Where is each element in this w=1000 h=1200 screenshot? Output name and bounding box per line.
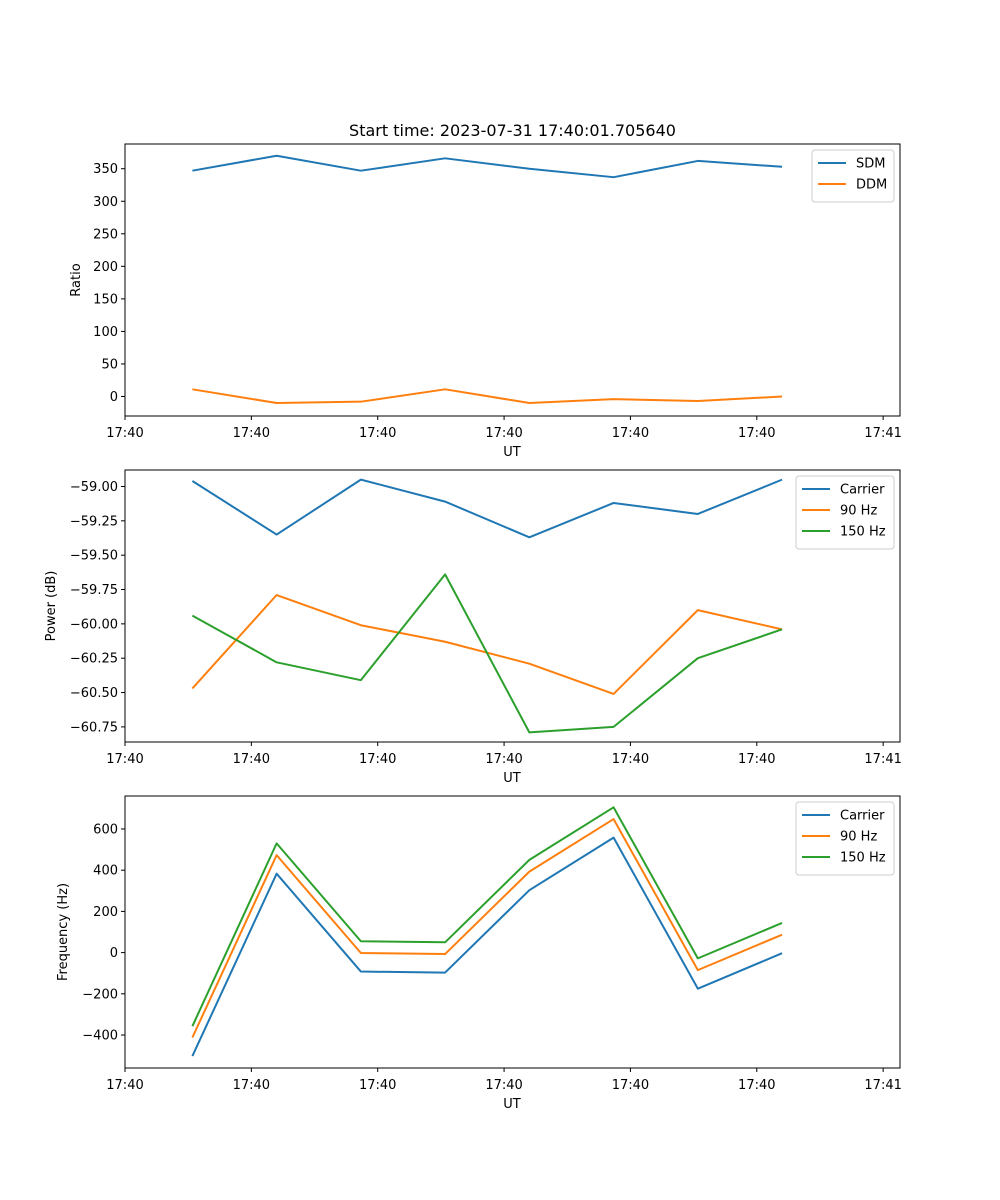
y-axis-label: Ratio: [69, 263, 84, 296]
axes-frame: [124, 795, 901, 1069]
legend-label: Carrier: [840, 483, 885, 498]
x-tick-label: 17:40: [612, 426, 649, 441]
panel-1: 0 50 100 150 200 250 300 350 17:40 17:40 17:40 17:4…: [69, 143, 902, 460]
y-tick-label: −59.75: [70, 583, 118, 598]
y-tick-label: −60.25: [70, 652, 118, 667]
series-line-carrier: [191, 478, 783, 539]
x-tick-label: 17:40: [485, 1078, 522, 1093]
y-tick-label: −200: [82, 987, 118, 1002]
y-tick-label: 100: [93, 325, 118, 340]
series-line-90-hz: [191, 818, 783, 1038]
figure-title: Start time: 2023-07-31 17:40:01.705640: [349, 121, 676, 140]
x-axis-label: UT: [503, 1097, 521, 1112]
y-tick-label: 0: [110, 946, 118, 961]
y-tick-label: 0: [110, 390, 118, 405]
x-tick-label: 17:40: [485, 426, 522, 441]
y-tick-label: −59.25: [70, 514, 118, 529]
y-tick-label: 400: [93, 864, 118, 879]
legend-label: 150 Hz: [840, 525, 886, 540]
x-tick-label: 17:40: [233, 426, 270, 441]
x-tick-label: 17:40: [233, 1078, 270, 1093]
x-tick-label: 17:40: [738, 1078, 775, 1093]
x-tick-label: 17:41: [864, 426, 901, 441]
x-tick-label: 17:40: [612, 752, 649, 767]
series-line-sdm: [192, 154, 783, 179]
y-tick-label: 200: [93, 905, 118, 920]
panel-3: 600 400 200 0 −200 −400 17:40 17:40 17:40 17:40 17…: [56, 795, 902, 1112]
y-tick-label: −60.50: [70, 686, 118, 701]
y-axis-label: Frequency (Hz): [56, 883, 71, 981]
series-line-ddm: [192, 388, 783, 404]
series-line-carrier: [191, 836, 783, 1057]
x-tick-label: 17:40: [233, 752, 270, 767]
x-tick-label: 17:40: [485, 752, 522, 767]
x-tick-label: 17:40: [106, 752, 143, 767]
x-tick-label: 17:41: [864, 752, 901, 767]
y-tick-label: 200: [93, 260, 118, 275]
x-tick-label: 17:40: [359, 1078, 396, 1093]
legend-label: Carrier: [840, 809, 885, 824]
x-tick-label: 17:41: [864, 1078, 901, 1093]
x-tick-label: 17:40: [359, 426, 396, 441]
y-tick-label: −60.75: [70, 720, 118, 735]
y-tick-label: −400: [82, 1029, 118, 1044]
series-line-150-hz: [191, 806, 783, 1027]
y-tick-label: 150: [93, 292, 118, 307]
y-tick-label: 350: [93, 162, 118, 177]
y-axis-label: Power (dB): [44, 571, 59, 642]
legend-label: 90 Hz: [840, 830, 877, 845]
legend-label: 90 Hz: [840, 504, 877, 519]
panel-2: −59.00 −59.25 −59.50 −59.75 −60.00 −60.25 −60.…: [44, 469, 902, 786]
y-tick-label: 300: [93, 195, 118, 210]
y-tick-label: 600: [93, 822, 118, 837]
axes-frame: [124, 469, 901, 743]
x-tick-label: 17:40: [359, 752, 396, 767]
x-tick-label: 17:40: [738, 426, 775, 441]
x-axis-label: UT: [503, 445, 521, 460]
x-tick-label: 17:40: [738, 752, 775, 767]
y-tick-label: −60.00: [70, 617, 118, 632]
x-axis-label: UT: [503, 771, 521, 786]
axes-frame: [124, 143, 901, 417]
series-line-150-hz: [191, 573, 783, 734]
y-tick-label: −59.50: [70, 549, 118, 564]
y-tick-label: 50: [101, 357, 118, 372]
y-tick-label: 250: [93, 227, 118, 242]
y-tick-label: −59.00: [70, 480, 118, 495]
x-tick-label: 17:40: [612, 1078, 649, 1093]
legend-label: SDM: [856, 157, 885, 172]
legend-label: DDM: [856, 178, 887, 193]
x-tick-label: 17:40: [106, 426, 143, 441]
x-tick-label: 17:40: [106, 1078, 143, 1093]
legend-label: 150 Hz: [840, 851, 886, 866]
